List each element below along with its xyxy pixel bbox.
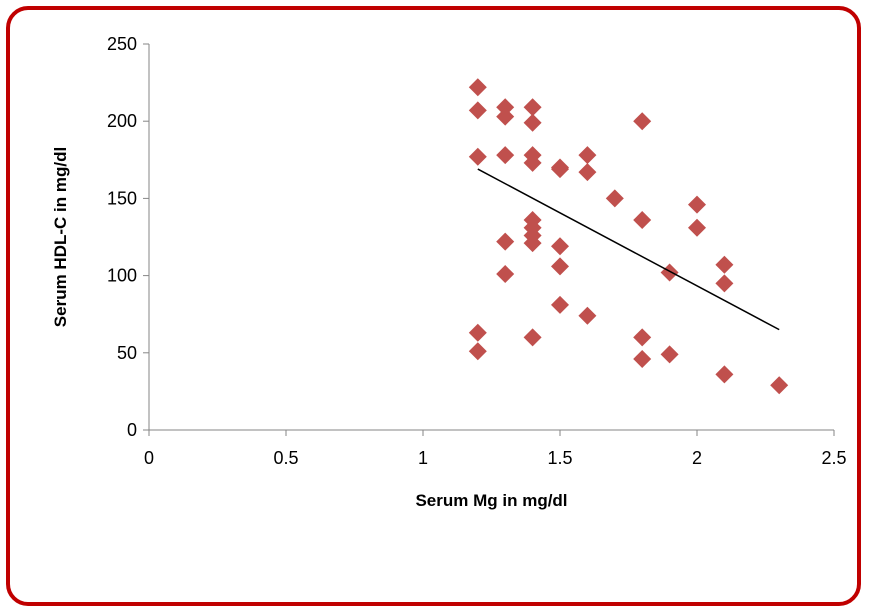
data-points — [468, 78, 789, 395]
data-point — [688, 195, 706, 214]
data-point — [523, 153, 542, 172]
data-point — [523, 113, 542, 132]
data-point — [523, 328, 542, 347]
data-point — [633, 349, 652, 368]
y-ticks: 0 50 100 150 200 250 — [107, 34, 149, 440]
data-point — [633, 112, 652, 131]
data-point — [578, 146, 597, 165]
data-point — [496, 107, 515, 126]
trendline — [477, 168, 780, 331]
y-tick-label: 250 — [107, 34, 137, 54]
data-point — [633, 328, 652, 347]
x-tick-label: 1.5 — [547, 448, 572, 468]
y-tick-label: 0 — [127, 420, 137, 440]
data-point — [551, 295, 569, 314]
data-point — [468, 323, 487, 342]
y-tick-label: 150 — [107, 188, 137, 208]
data-point — [468, 101, 487, 120]
data-point — [496, 232, 515, 251]
y-tick-label: 50 — [117, 343, 137, 363]
data-point — [551, 237, 569, 256]
data-point — [688, 218, 706, 237]
data-point — [523, 98, 542, 117]
data-point — [468, 78, 487, 97]
data-point — [660, 263, 679, 282]
data-point — [605, 189, 624, 208]
data-point — [551, 160, 569, 179]
data-point — [715, 274, 734, 293]
data-point — [468, 147, 487, 166]
data-point — [496, 265, 515, 284]
x-tick-label: 0 — [144, 448, 154, 468]
y-tick-label: 200 — [107, 111, 137, 131]
data-point — [578, 163, 597, 182]
y-tick-label: 100 — [107, 266, 137, 286]
data-point — [578, 306, 597, 325]
data-point — [551, 257, 569, 276]
x-tick-label: 0.5 — [273, 448, 298, 468]
scatter-chart: 0 50 100 150 200 250 0 0.5 1 1.5 2 2.5 Serum Mg in… — [51, 34, 847, 510]
x-tick-label: 2 — [692, 448, 702, 468]
data-point — [633, 211, 652, 230]
data-point — [770, 376, 789, 395]
data-point — [468, 342, 487, 361]
x-tick-label: 1 — [418, 448, 428, 468]
x-axis-title: Serum Mg in mg/dl — [415, 491, 567, 510]
data-point — [496, 98, 515, 117]
y-axis-title: Serum HDL-C in mg/dl — [51, 147, 70, 327]
x-tick-label: 2.5 — [821, 448, 846, 468]
data-point — [715, 255, 734, 274]
x-ticks: 0 0.5 1 1.5 2 2.5 — [144, 430, 847, 468]
data-point — [660, 345, 679, 364]
data-point — [496, 146, 515, 165]
data-point — [523, 234, 542, 253]
data-point — [715, 365, 734, 384]
axes — [148, 44, 834, 431]
